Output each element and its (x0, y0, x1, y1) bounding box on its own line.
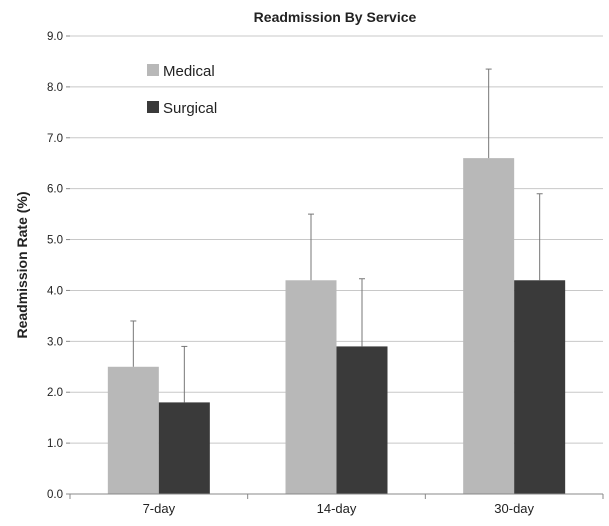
bar-surgical-14-day (336, 346, 388, 494)
x-tick-label: 30-day (494, 501, 534, 516)
y-tick-label: 6.0 (47, 184, 63, 196)
y-tick-label: 4.0 (47, 285, 63, 297)
legend-label-medical: Medical (163, 63, 215, 80)
x-tick-label: 7-day (143, 501, 176, 516)
legend-label-surgical: Surgical (163, 100, 217, 117)
y-axis-ticks: 0.0 1.0 2.0 3.0 4.0 5.0 6.0 7.0 8.0 9.0 (47, 31, 70, 501)
bar-surgical-30-day (514, 280, 566, 494)
error-bars (130, 68, 543, 403)
y-tick-label: 2.0 (47, 387, 63, 399)
y-tick-label: 9.0 (47, 31, 63, 43)
x-axis-labels: 7-day 14-day 30-day (143, 501, 535, 516)
y-tick-label: 5.0 (47, 235, 63, 247)
legend-swatch-surgical (147, 101, 159, 113)
legend: Medical Surgical (147, 63, 217, 117)
y-tick-label: 3.0 (47, 336, 63, 348)
x-axis (69, 493, 604, 499)
x-tick-label: 14-day (317, 501, 357, 516)
bar-surgical-7-day (158, 402, 210, 494)
y-tick-label: 7.0 (47, 133, 63, 145)
y-tick-label: 0.0 (47, 489, 63, 501)
y-tick-label: 1.0 (47, 438, 63, 450)
y-tick-label: 8.0 (47, 82, 63, 94)
chart-title: Readmission By Service (254, 9, 417, 25)
bar-medical-14-day (285, 280, 337, 494)
legend-swatch-medical (147, 64, 159, 76)
y-axis-title: Readmission Rate (%) (14, 191, 30, 338)
bar-medical-30-day (463, 158, 515, 494)
bar-medical-7-day (107, 366, 159, 494)
bars (107, 158, 566, 494)
